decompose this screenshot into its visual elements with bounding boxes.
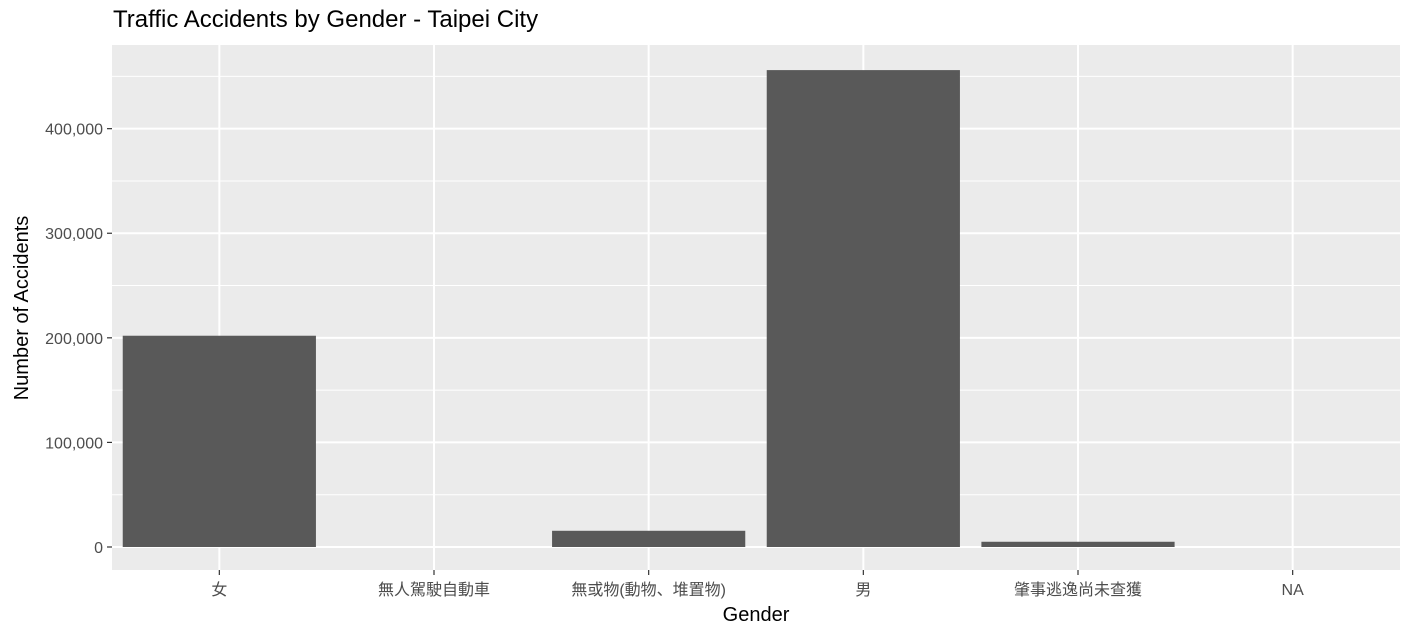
bars: [122, 70, 1175, 547]
y-tick-label: 300,000: [45, 226, 103, 243]
chart-title: Traffic Accidents by Gender - Taipei Cit…: [113, 6, 539, 33]
y-tick-label: 400,000: [45, 122, 103, 139]
y-tick-label: 100,000: [45, 435, 103, 452]
x-tick-label: 男: [855, 582, 871, 599]
bar: [766, 70, 960, 547]
plot-panel: [112, 45, 1400, 570]
bar: [122, 335, 316, 547]
x-tick-label: 無或物(動物、堆置物): [571, 581, 726, 599]
x-tick-label: 無人駕駛自動車: [378, 581, 490, 599]
x-tick-label: 女: [211, 580, 227, 599]
y-axis-label: Number of Accidents: [11, 216, 33, 401]
grid-minor: [112, 75, 1400, 496]
bar: [981, 541, 1175, 547]
x-axis: 女 無人駕駛自動車 無或物(動物、堆置物) 男 肇事逃逸尚未查獲 NA: [211, 570, 1304, 599]
y-tick-label: 200,000: [45, 331, 103, 348]
y-axis: 0 100,000 200,000 300,000 400,000: [45, 122, 112, 557]
x-tick-label: NA: [1282, 582, 1305, 599]
y-tick-label: 0: [94, 540, 103, 557]
x-tick-label: 肇事逃逸尚未查獲: [1014, 581, 1142, 599]
bar: [552, 530, 746, 547]
grid-major: [112, 45, 1400, 570]
x-axis-label: Gender: [723, 604, 790, 626]
